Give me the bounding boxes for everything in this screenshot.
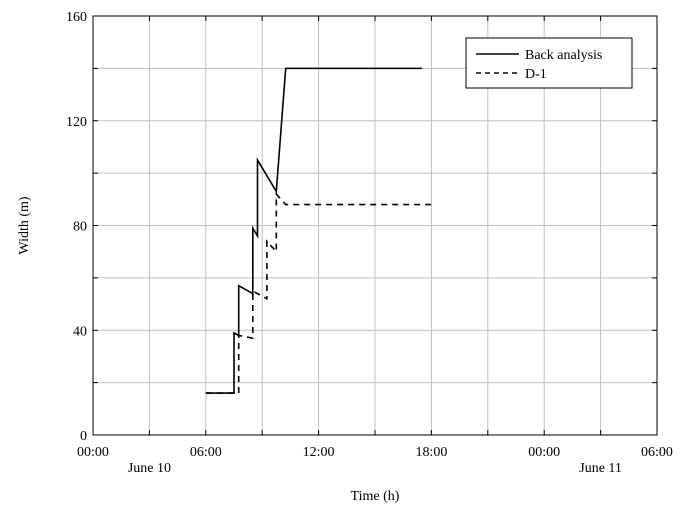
grid xyxy=(93,16,657,435)
legend-box xyxy=(465,37,633,89)
x-tick-label: 12:00 xyxy=(303,445,335,460)
plot-area-frame xyxy=(92,15,658,436)
x-tick-label: 00:00 xyxy=(77,445,109,460)
tick-labels: 0 40 80 120 160 00:00 06:00 12:00 18:00 00:00 06:0… xyxy=(66,10,673,476)
x-tick-label: 18:00 xyxy=(415,445,447,460)
x-axis-label: Time (h) xyxy=(351,489,400,504)
y-tick-label: 0 xyxy=(80,429,87,444)
legend-label-back-analysis: Back analysis xyxy=(525,48,602,63)
x-tick-label: 00:00 xyxy=(528,445,560,460)
y-tick-label: 40 xyxy=(73,324,87,339)
x-tick-label: 06:00 xyxy=(641,445,673,460)
y-tick-label: 80 xyxy=(73,220,87,235)
x-tick-label: 06:00 xyxy=(190,445,222,460)
y-tick-label: 160 xyxy=(66,10,87,25)
legend-label-d-1: D-1 xyxy=(525,67,547,82)
x-date-label: June 10 xyxy=(128,461,171,476)
y-tick-label: 120 xyxy=(66,115,87,130)
series-line-back-analysis xyxy=(205,67,422,394)
series-line-d-1 xyxy=(205,191,437,394)
x-date-label: June 11 xyxy=(579,461,622,476)
legend: Back analysis D-1 xyxy=(465,37,633,89)
y-axis-label: Width (m) xyxy=(17,196,32,254)
series-lines xyxy=(205,67,437,394)
